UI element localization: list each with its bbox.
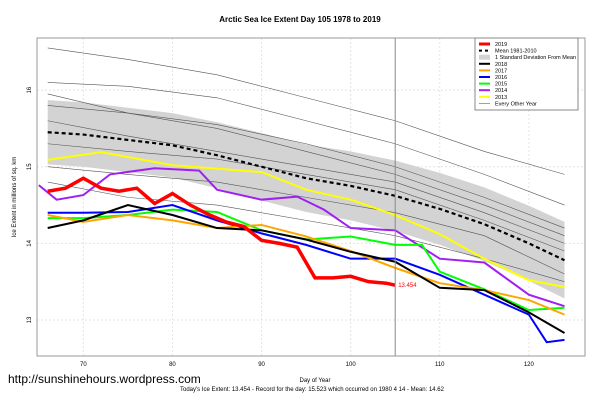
legend-label: 1 Standard Deviation From Mean <box>495 55 576 61</box>
legend-label: 2018 <box>495 62 507 68</box>
y-tick-label: 14 <box>27 239 33 246</box>
x-tick-label: 100 <box>346 362 357 368</box>
source-url: http://sunshinehours.wordpress.com <box>8 372 201 386</box>
legend-box <box>474 37 579 111</box>
series-line-2018 <box>47 204 566 334</box>
other-year-line <box>47 120 565 244</box>
std-dev-band <box>47 100 565 299</box>
legend-label: 2014 <box>495 88 507 94</box>
legend-label: Every Other Year <box>495 101 537 107</box>
y-tick-label: 15 <box>27 163 33 170</box>
legend-label: 2013 <box>495 95 507 101</box>
series-line-2019 <box>47 176 396 287</box>
y-axis-label: Ice Extent in millions of sq. km <box>12 157 18 238</box>
chart-title: Arctic Sea Ice Extent Day 105 1978 to 20… <box>219 15 381 24</box>
series-line-2013 <box>47 151 565 289</box>
series-line-2015 <box>47 208 565 312</box>
x-tick-label: 90 <box>258 362 265 368</box>
legend-label: Mean 1981-2010 <box>495 49 537 55</box>
other-year-line <box>47 82 565 206</box>
end-value-label: 13.454 <box>398 283 417 289</box>
legend-label: 2017 <box>495 68 507 74</box>
other-year-line <box>47 47 565 175</box>
plot-frame <box>36 37 586 357</box>
legend-label: 2015 <box>495 82 507 88</box>
x-tick-label: 110 <box>435 362 445 368</box>
other-year-line <box>47 143 565 252</box>
y-tick-label: 13 <box>27 316 33 323</box>
series-line-2016 <box>47 204 565 344</box>
x-tick-label: 70 <box>80 362 87 368</box>
x-tick-label: 80 <box>169 362 176 368</box>
other-year-line <box>47 166 565 275</box>
legend-label: 2016 <box>495 75 507 81</box>
chart-subtitle: Today's Ice Extent: 13.454 - Record for … <box>180 387 445 393</box>
legend-label: 2019 <box>495 42 507 48</box>
other-year-line <box>47 93 565 236</box>
y-tick-label: 16 <box>27 86 33 93</box>
mean-line <box>47 131 565 262</box>
x-axis-label: Day of Year <box>299 378 330 384</box>
x-tick-label: 120 <box>524 362 535 368</box>
